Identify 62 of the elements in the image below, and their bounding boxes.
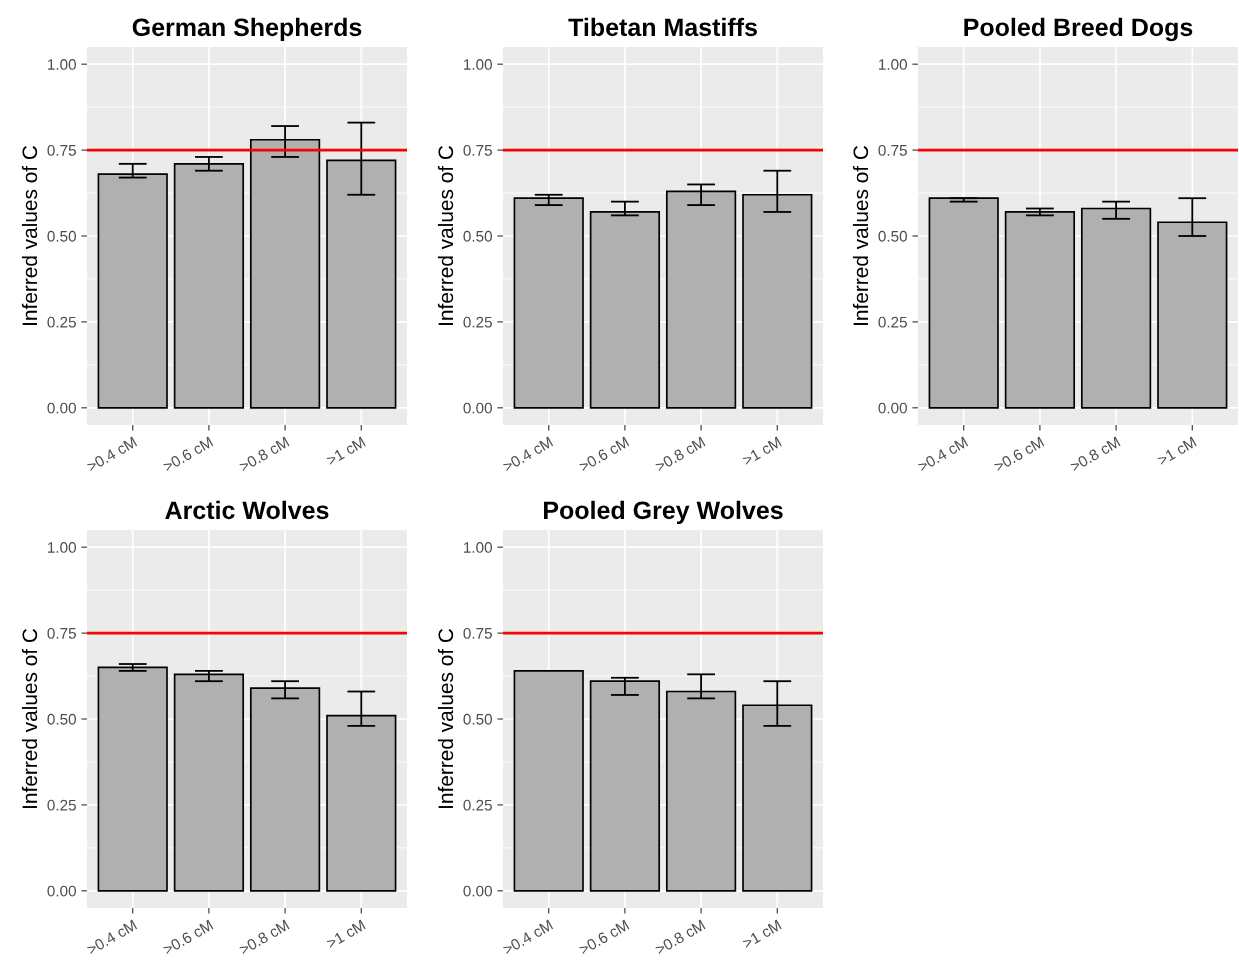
y-axis-title: Inferred values of C	[437, 145, 454, 325]
x-tick-label: >0.6 cM	[162, 436, 214, 473]
y-tick-label: 0.50	[878, 230, 907, 242]
x-tick-label: >0.8 cM	[238, 436, 290, 473]
y-tick-label: 0.00	[463, 402, 492, 414]
y-tick-label: 0.00	[47, 885, 76, 897]
x-tick-label: >1 cM	[741, 436, 782, 466]
y-tick-label: 0.75	[463, 144, 492, 156]
bar	[97, 666, 168, 892]
y-tick-label: 1.00	[48, 542, 76, 553]
y-tick-label: 0.50	[47, 713, 76, 725]
x-tick-label: >0.6 cM	[993, 436, 1045, 473]
x-tick-label: >0.6 cM	[578, 919, 630, 956]
x-tick-label: >1 cM	[325, 436, 366, 466]
x-tick-label: >1 cM	[1156, 436, 1197, 466]
chart-title: Pooled Grey Wolves	[544, 500, 783, 525]
y-tick-label: 0.25	[463, 316, 492, 328]
y-tick-label: 0.25	[47, 799, 76, 811]
x-tick-label: >0.4 cM	[86, 919, 138, 956]
x-tick-label: >0.8 cM	[1069, 436, 1121, 473]
y-tick-label: 1.00	[464, 59, 492, 70]
y-tick-label: 0.75	[463, 627, 492, 639]
x-tick-label: >0.6 cM	[162, 919, 214, 956]
bar	[513, 670, 584, 892]
x-tick-label: >0.6 cM	[578, 436, 630, 473]
bar	[589, 680, 661, 892]
bar	[1004, 211, 1076, 409]
x-tick-label: >0.4 cM	[917, 436, 969, 473]
y-tick-label: 1.00	[879, 59, 907, 70]
y-axis-title: Inferred values of C	[852, 145, 869, 325]
x-tick-label: >0.8 cM	[654, 436, 706, 473]
x-tick-label: >0.8 cM	[238, 919, 290, 956]
y-tick-label: 1.00	[464, 542, 492, 553]
y-tick-label: 0.00	[47, 402, 76, 414]
y-tick-label: 0.00	[878, 402, 907, 414]
x-tick-label: >0.8 cM	[654, 919, 706, 956]
x-tick-label: >1 cM	[325, 919, 366, 949]
y-axis-title: Inferred values of C	[21, 145, 38, 325]
y-tick-label: 0.25	[878, 316, 907, 328]
y-tick-label: 1.00	[48, 59, 76, 70]
y-tick-label: 0.25	[463, 799, 492, 811]
x-tick-label: >0.4 cM	[86, 436, 138, 473]
y-tick-label: 0.50	[463, 230, 492, 242]
bar	[1080, 207, 1152, 409]
x-tick-label: >1 cM	[741, 919, 782, 949]
x-tick-label: >0.4 cM	[502, 436, 554, 473]
y-tick-label: 0.50	[47, 230, 76, 242]
x-tick-label: >0.4 cM	[502, 919, 554, 956]
y-tick-label: 0.75	[47, 627, 76, 639]
chart-title: German Shepherds	[132, 17, 362, 42]
chart-title: Tibetan Mastiffs	[568, 17, 757, 37]
y-tick-label: 0.75	[878, 144, 907, 156]
chart-title: Pooled Breed Dogs	[964, 17, 1193, 42]
chart-title: Arctic Wolves	[165, 500, 329, 520]
y-axis-title: Inferred values of C	[437, 628, 454, 808]
y-axis-title: Inferred values of C	[21, 628, 38, 808]
bar	[928, 197, 999, 409]
y-tick-label: 0.50	[463, 713, 492, 725]
bar	[173, 673, 245, 892]
y-tick-label: 0.25	[47, 316, 76, 328]
y-tick-label: 0.75	[47, 144, 76, 156]
y-tick-label: 0.00	[463, 885, 492, 897]
